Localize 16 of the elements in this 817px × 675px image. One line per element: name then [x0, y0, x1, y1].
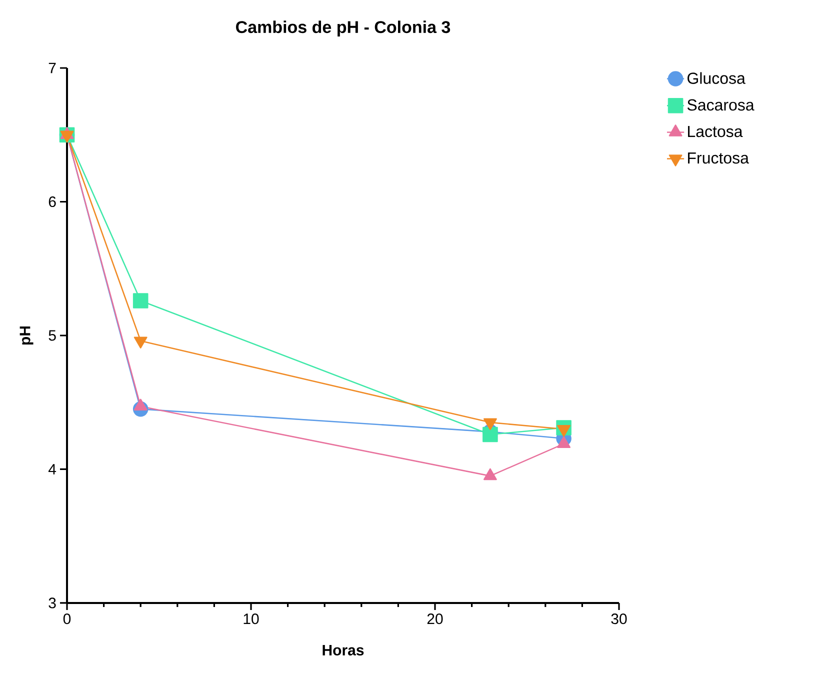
x-tick-label: 10	[244, 614, 259, 624]
legend-label: Fructosa	[688, 152, 749, 164]
legend-label: Sacarosa	[687, 99, 754, 111]
y-axis-title: pH	[20, 326, 34, 344]
chart-title: Cambios de pH - Colonia 3	[236, 20, 450, 36]
legend-label: Lactosa	[688, 126, 743, 138]
y-tick-label: 7	[48, 62, 56, 74]
x-tick-label: 20	[427, 614, 443, 624]
x-axis-title: Horas	[322, 645, 364, 656]
y-tick-label: 5	[48, 330, 56, 341]
y-tick-label: 3	[48, 598, 56, 608]
y-tick-label: 6	[48, 196, 56, 208]
x-tick-label: 0	[63, 614, 71, 624]
y-tick-label: 4	[48, 464, 56, 474]
legend-label: Glucosa	[688, 72, 746, 84]
x-tick-label: 30	[611, 614, 627, 624]
